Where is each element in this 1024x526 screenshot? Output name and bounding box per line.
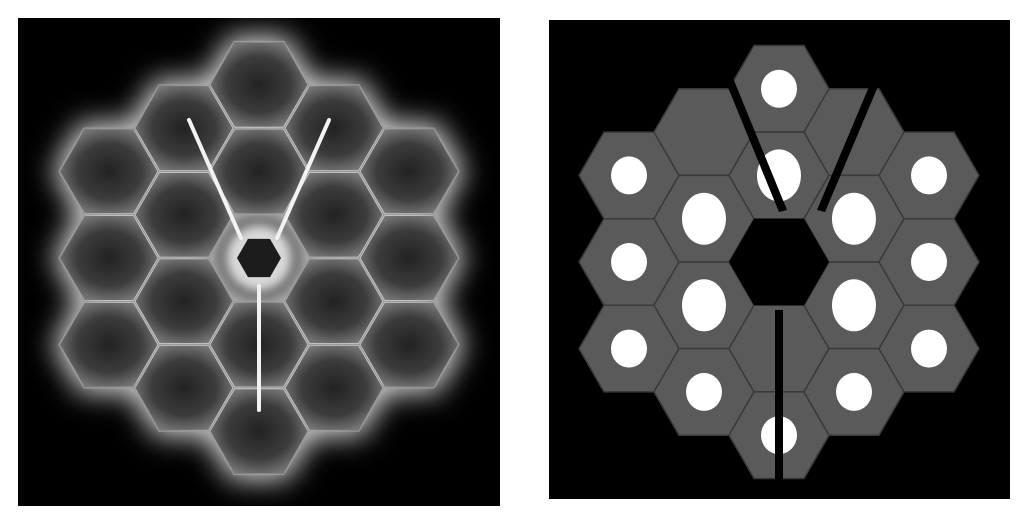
aperture [832, 192, 876, 245]
aperture [682, 192, 726, 245]
strut-gap [817, 82, 879, 212]
mirror-segment [210, 42, 308, 127]
strut-gaps [725, 78, 879, 490]
aperture [761, 69, 797, 108]
strut [187, 118, 243, 240]
mirror-segment [360, 302, 458, 387]
aperture [911, 156, 947, 195]
mirror-segment [360, 129, 458, 214]
support-struts [187, 118, 331, 412]
aperture [686, 372, 722, 411]
mirror-segment [285, 345, 383, 430]
mirror-segment [60, 302, 158, 387]
aperture [682, 279, 726, 332]
aperture-mirror-panel [549, 20, 1010, 499]
aperture [757, 149, 801, 202]
segment-apertures [611, 69, 947, 455]
center-hole [729, 218, 829, 306]
center-hole [237, 238, 281, 278]
segment-edge [358, 300, 460, 389]
aperture [911, 329, 947, 368]
mirror-segment [60, 129, 158, 214]
mirror-segment [60, 216, 158, 300]
central-obscuration [225, 224, 293, 292]
mirror-segment [285, 259, 383, 344]
mirror-segment [360, 216, 458, 300]
aperture [832, 279, 876, 332]
strut-gap [775, 310, 783, 490]
segment-edges [58, 40, 460, 476]
strut-gap [725, 78, 787, 212]
mirror-segment [210, 389, 308, 474]
mirror-segment [135, 86, 233, 171]
mirror-segment [135, 345, 233, 430]
mirror-segment [135, 172, 233, 257]
mirror-segment [135, 259, 233, 344]
aperture [611, 329, 647, 368]
mirror-segment [285, 86, 383, 171]
strut [275, 118, 331, 240]
mirror-segment [285, 172, 383, 257]
aperture [611, 243, 647, 281]
mirror-segment [210, 129, 308, 214]
aperture [836, 372, 872, 411]
aperture [911, 243, 947, 281]
aperture [611, 156, 647, 195]
blurred-mirror-panel [18, 18, 500, 506]
mirror-segments [60, 42, 458, 474]
